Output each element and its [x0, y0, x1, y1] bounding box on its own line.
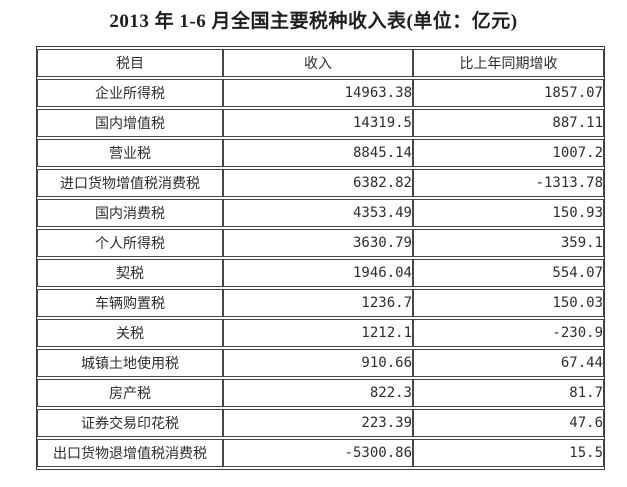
revenue-cell: 14963.38: [223, 79, 413, 107]
col-header-revenue: 收入: [223, 49, 413, 77]
tax-item-cell: 出口货物退增值税消费税: [37, 439, 223, 467]
increase-cell: 67.44: [413, 349, 604, 377]
revenue-cell: 6382.82: [223, 169, 413, 197]
revenue-cell: 822.3: [223, 379, 413, 407]
revenue-cell: 3630.79: [223, 229, 413, 257]
revenue-cell: 1236.7: [223, 289, 413, 317]
increase-cell: 1857.07: [413, 79, 604, 107]
page-title: 2013 年 1-6 月全国主要税种收入表(单位：亿元): [109, 11, 518, 32]
table-row: 契税 1946.04 554.07: [37, 259, 604, 287]
increase-cell: 554.07: [413, 259, 604, 287]
table-row: 证券交易印花税 223.39 47.6: [37, 409, 604, 437]
revenue-cell: 8845.14: [223, 139, 413, 167]
revenue-cell: 14319.5: [223, 109, 413, 137]
tax-item-cell: 城镇土地使用税: [37, 349, 223, 377]
increase-cell: 150.93: [413, 199, 604, 227]
increase-cell: 887.11: [413, 109, 604, 137]
increase-cell: 359.1: [413, 229, 604, 257]
col-header-tax-item: 税目: [37, 49, 223, 77]
increase-cell: 150.03: [413, 289, 604, 317]
tax-item-cell: 个人所得税: [37, 229, 223, 257]
table-row: 进口货物增值税消费税 6382.82 -1313.78: [37, 169, 604, 197]
col-header-increase: 比上年同期增收: [413, 49, 604, 77]
table-row: 个人所得税 3630.79 359.1: [37, 229, 604, 257]
tax-item-cell: 契税: [37, 259, 223, 287]
revenue-cell: 910.66: [223, 349, 413, 377]
table-row: 国内增值税 14319.5 887.11: [37, 109, 604, 137]
revenue-cell: 223.39: [223, 409, 413, 437]
increase-cell: 81.7: [413, 379, 604, 407]
tax-item-cell: 证券交易印花税: [37, 409, 223, 437]
tax-item-cell: 企业所得税: [37, 79, 223, 107]
tax-item-cell: 国内消费税: [37, 199, 223, 227]
tax-revenue-table: 税目 收入 比上年同期增收 企业所得税 14963.38 1857.07 国内增…: [36, 46, 605, 470]
tax-item-cell: 国内增值税: [37, 109, 223, 137]
table-row: 企业所得税 14963.38 1857.07: [37, 79, 604, 107]
tax-item-cell: 房产税: [37, 379, 223, 407]
increase-cell: 1007.2: [413, 139, 604, 167]
revenue-cell: 1946.04: [223, 259, 413, 287]
table-row: 城镇土地使用税 910.66 67.44: [37, 349, 604, 377]
increase-cell: 15.5: [413, 439, 604, 467]
revenue-cell: -5300.86: [223, 439, 413, 467]
table-row: 出口货物退增值税消费税 -5300.86 15.5: [37, 439, 604, 467]
increase-cell: -230.9: [413, 319, 604, 347]
tax-item-cell: 营业税: [37, 139, 223, 167]
tax-item-cell: 关税: [37, 319, 223, 347]
table-header-row: 税目 收入 比上年同期增收: [37, 49, 604, 77]
tax-item-cell: 车辆购置税: [37, 289, 223, 317]
table-row: 车辆购置税 1236.7 150.03: [37, 289, 604, 317]
tax-item-cell: 进口货物增值税消费税: [37, 169, 223, 197]
table-row: 房产税 822.3 81.7: [37, 379, 604, 407]
table-row: 关税 1212.1 -230.9: [37, 319, 604, 347]
table-row: 营业税 8845.14 1007.2: [37, 139, 604, 167]
increase-cell: -1313.78: [413, 169, 604, 197]
revenue-cell: 4353.49: [223, 199, 413, 227]
table-row: 国内消费税 4353.49 150.93: [37, 199, 604, 227]
revenue-cell: 1212.1: [223, 319, 413, 347]
increase-cell: 47.6: [413, 409, 604, 437]
